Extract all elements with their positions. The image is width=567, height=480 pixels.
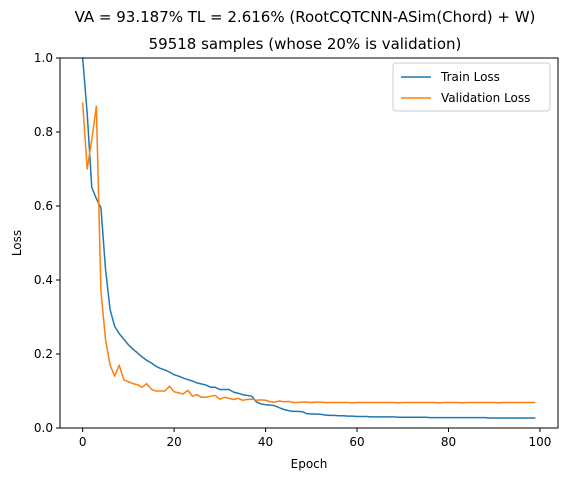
chart-title: VA = 93.187% TL = 2.616% (RootCQTCNN-ASi… bbox=[75, 8, 536, 26]
y-axis-label: Loss bbox=[10, 230, 24, 256]
x-tick-label: 80 bbox=[441, 435, 456, 449]
legend: Train Loss Validation Loss bbox=[392, 62, 551, 112]
legend-label-train-loss: Train Loss bbox=[440, 70, 500, 84]
plot-area bbox=[81, 58, 536, 419]
x-tick-label: 20 bbox=[166, 435, 181, 449]
y-tick-label: 0.2 bbox=[34, 347, 53, 361]
x-tick-label: 60 bbox=[349, 435, 364, 449]
x-axis: 0 20 40 60 80 100 bbox=[79, 428, 551, 449]
y-tick-label: 0.8 bbox=[34, 125, 53, 139]
x-tick-label: 40 bbox=[258, 435, 273, 449]
legend-label-validation-loss: Validation Loss bbox=[441, 91, 530, 105]
plot-frame bbox=[59, 57, 559, 429]
series-layer bbox=[81, 58, 536, 419]
x-axis-label: Epoch bbox=[291, 457, 328, 471]
chart-subtitle: 59518 samples (whose 20% is validation) bbox=[149, 35, 462, 53]
y-tick-label: 0.0 bbox=[34, 421, 53, 435]
y-axis: 0.0 0.2 0.4 0.6 0.8 1.0 bbox=[34, 51, 60, 435]
y-tick-label: 0.6 bbox=[34, 199, 53, 213]
x-tick-label: 0 bbox=[79, 435, 87, 449]
y-tick-label: 0.4 bbox=[34, 273, 53, 287]
x-tick-label: 100 bbox=[528, 435, 551, 449]
legend-box bbox=[392, 62, 551, 112]
y-tick-label: 1.0 bbox=[34, 51, 53, 65]
series-line-validation-loss bbox=[81, 102, 536, 404]
series-line-train-loss bbox=[81, 58, 536, 419]
